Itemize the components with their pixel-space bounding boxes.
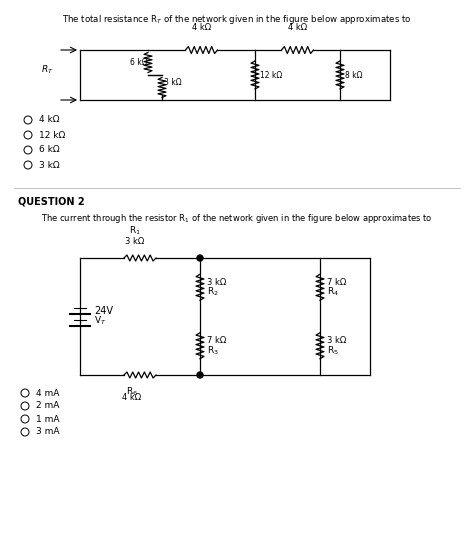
Text: 4 kΩ: 4 kΩ [39,116,60,124]
Text: 4 kΩ: 4 kΩ [122,393,142,402]
Text: R$_1$: R$_1$ [129,225,141,237]
Text: V$_T$: V$_T$ [94,314,107,327]
Circle shape [197,372,203,378]
Text: 6 kΩ: 6 kΩ [39,146,60,154]
Text: 7 kΩ: 7 kΩ [327,278,346,287]
Text: 12 kΩ: 12 kΩ [260,70,282,80]
Text: 3 kΩ: 3 kΩ [164,78,182,87]
Text: 3 kΩ: 3 kΩ [39,160,60,169]
Text: 4 kΩ: 4 kΩ [192,23,211,32]
Text: 4 kΩ: 4 kΩ [288,23,307,32]
Text: 3 kΩ: 3 kΩ [126,237,145,246]
Text: QUESTION 2: QUESTION 2 [18,197,85,207]
Text: 7 kΩ: 7 kΩ [207,336,226,345]
Text: 24V: 24V [94,306,113,316]
Text: The total resistance R$_T$ of the network given in the figure below approximates: The total resistance R$_T$ of the networ… [62,13,412,26]
Text: 3 mA: 3 mA [36,427,60,437]
Text: R$_4$: R$_4$ [327,286,339,299]
Text: 6 kΩ: 6 kΩ [130,58,147,67]
Text: $R_T$: $R_T$ [41,64,54,76]
Text: 2 mA: 2 mA [36,402,59,410]
Text: R$_6$: R$_6$ [126,385,138,397]
Text: 3 kΩ: 3 kΩ [207,278,226,287]
Text: 1 mA: 1 mA [36,415,60,423]
Text: 3 kΩ: 3 kΩ [327,336,346,345]
Text: R$_2$: R$_2$ [207,286,219,299]
Text: 12 kΩ: 12 kΩ [39,130,65,140]
Text: 8 kΩ: 8 kΩ [345,70,363,80]
Circle shape [197,255,203,261]
Text: 4 mA: 4 mA [36,389,59,397]
Text: R$_3$: R$_3$ [207,344,219,357]
Text: R$_5$: R$_5$ [327,344,339,357]
Text: The current through the resistor R$_1$ of the network given in the figure below : The current through the resistor R$_1$ o… [41,212,433,225]
